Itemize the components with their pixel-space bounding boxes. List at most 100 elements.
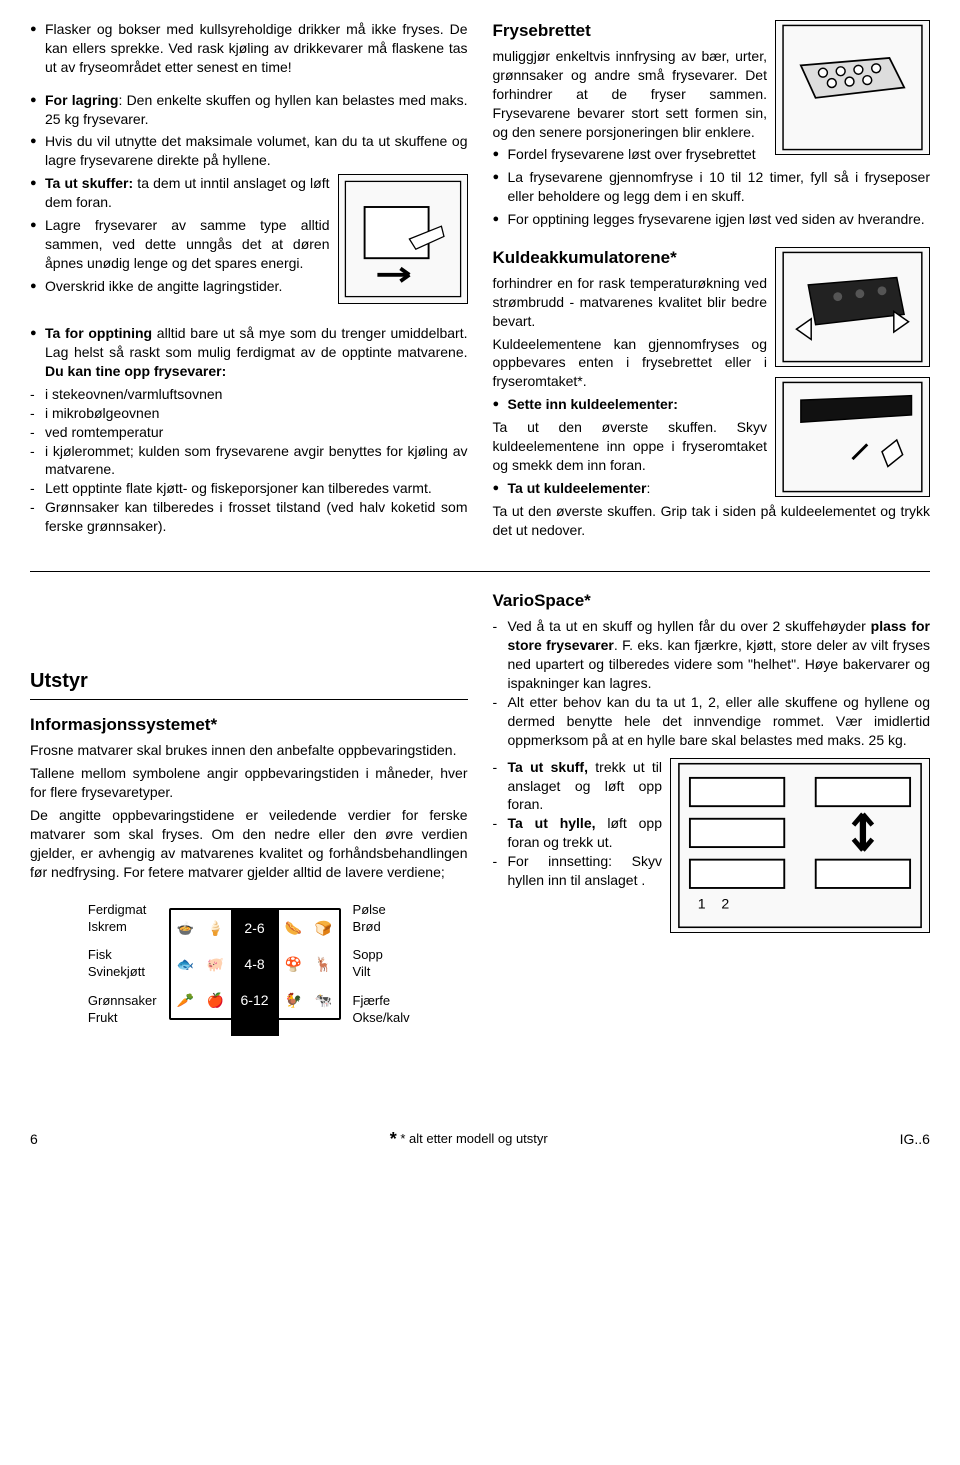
- label: Ta ut kuldeelementer: [508, 480, 647, 496]
- bullet-item: Overskrid ikke de angitte lagringstider.: [30, 277, 468, 296]
- frysebrettet-block: Frysebrettet muliggjør enkeltvis innfrys…: [493, 20, 931, 233]
- food-icon: 🌭: [285, 919, 302, 938]
- food-icon: 🍎: [207, 991, 224, 1010]
- dash-item: i mikrobølgeovnen: [30, 404, 468, 423]
- bullet-item: Ta for opptining alltid bare ut så mye s…: [30, 324, 468, 381]
- info-title: Informasjonssystemet*: [30, 714, 468, 737]
- icon-cell: 🌭🍞: [279, 910, 339, 946]
- freezetray-illustration: [775, 20, 930, 155]
- label: Sopp: [353, 947, 410, 964]
- kb2-text: Ta ut den øverste skuffen. Grip tak i si…: [493, 502, 931, 540]
- vario-dashes-2: Ta ut skuff, trekk ut til anslaget og lø…: [493, 758, 931, 890]
- lower-left-column: Utstyr Informasjonssystemet* Frosne matv…: [30, 590, 468, 1027]
- dash-item: i stekeovnen/varmluftsovnen: [30, 385, 468, 404]
- months-value: 4-8: [244, 955, 264, 974]
- info-system-graphic: FerdigmatIskrem FiskSvinekjøtt Grønnsake…: [30, 902, 468, 1027]
- tray-icon: [776, 21, 929, 154]
- label-pair: FjærfeOkse/kalv: [353, 993, 410, 1027]
- coldpack-icon: [776, 248, 929, 366]
- months-col: 2-6 4-8 6-12: [231, 910, 279, 1018]
- bullet-item: For lagring: Den enkelte skuffen og hyll…: [30, 91, 468, 129]
- info-p3: De angitte oppbevaringstidene er veilede…: [30, 806, 468, 882]
- label: Okse/kalv: [353, 1010, 410, 1027]
- svg-text:2: 2: [721, 895, 729, 911]
- info-p1: Frosne matvarer skal brukes innen den an…: [30, 741, 468, 760]
- left-bullets-4: Ta for opptining alltid bare ut så mye s…: [30, 324, 468, 381]
- icon-cell: 🥕🍎: [171, 982, 231, 1018]
- label: Grønnsaker: [88, 993, 157, 1010]
- food-icon: 🍄: [285, 955, 302, 974]
- food-icon: 🍦: [207, 919, 224, 938]
- lower-right-column: VarioSpace* Ved å ta ut en skuff og hyll…: [493, 590, 931, 1027]
- label-pair: PølseBrød: [353, 902, 410, 936]
- label: Sette inn kuldeelementer:: [508, 396, 678, 412]
- bullet-item: Hvis du vil utnytte det maksimale volume…: [30, 132, 468, 170]
- label: Svinekjøtt: [88, 964, 157, 981]
- label: Ta ut skuff,: [508, 759, 588, 775]
- footer: 6 * * alt etter modell og utstyr IG..6: [30, 1127, 930, 1151]
- label-pair: GrønnsakerFrukt: [88, 993, 157, 1027]
- info-center-table: 🍲🍦 🐟🐖 🥕🍎 2-6 4-8 6-12 🌭🍞 🍄🦌 🐓🐄: [169, 908, 341, 1020]
- bullet-item: Flasker og bokser med kullsyreholdige dr…: [30, 20, 468, 77]
- kulde-block: Kuldeakkumulatorene* forhindrer en for r…: [493, 247, 931, 544]
- left-dashes: i stekeovnen/varmluftsovnen i mikrobølge…: [30, 385, 468, 536]
- food-icon: 🍲: [177, 919, 194, 938]
- icons-col-right: 🌭🍞 🍄🦌 🐓🐄: [279, 910, 339, 1018]
- dash-item: Lett opptinte flate kjøtt- og fiskeporsj…: [30, 479, 468, 498]
- dash-item: Alt etter behov kan du ta ut 1, 2, eller…: [493, 693, 931, 750]
- label: Ta ut hylle,: [508, 815, 596, 831]
- food-icon: 🐄: [315, 991, 332, 1010]
- label-pair: FiskSvinekjøtt: [88, 947, 157, 981]
- upper-columns: Flasker og bokser med kullsyreholdige dr…: [30, 20, 930, 543]
- left-column: Flasker og bokser med kullsyreholdige dr…: [30, 20, 468, 543]
- kulde-bullets: Sette inn kuldeelementer:: [493, 395, 931, 414]
- dash-item: For innsetting: Skyv hyllen inn til ansl…: [493, 852, 931, 890]
- vario-dashes: Ved å ta ut en skuff og hyllen får du ov…: [493, 617, 931, 749]
- label: For lagring: [45, 92, 118, 108]
- divider: [30, 571, 930, 572]
- info-labels-left: FerdigmatIskrem FiskSvinekjøtt Grønnsake…: [88, 902, 157, 1027]
- page-number-left: 6: [30, 1130, 38, 1149]
- label: Ferdigmat: [88, 902, 157, 919]
- food-icon: 🥕: [177, 991, 194, 1010]
- info-labels-right: PølseBrød SoppVilt FjærfeOkse/kalv: [353, 902, 410, 1027]
- utstyr-title: Utstyr: [30, 668, 468, 700]
- left-bullets-1: Flasker og bokser med kullsyreholdige dr…: [30, 20, 468, 77]
- label: Frukt: [88, 1010, 157, 1027]
- left-bullets-2: For lagring: Den enkelte skuffen og hyll…: [30, 91, 468, 171]
- text: Ved å ta ut en skuff og hyllen får du ov…: [508, 618, 871, 634]
- label: Fisk: [88, 947, 157, 964]
- bullet-item: La frysevarene gjennomfryse i 10 til 12 …: [493, 168, 931, 206]
- icons-col-left: 🍲🍦 🐟🐖 🥕🍎: [171, 910, 231, 1018]
- months-value: 6-12: [241, 991, 269, 1010]
- footer-text: * alt etter modell og utstyr: [400, 1131, 547, 1146]
- months-value: 2-6: [244, 919, 264, 938]
- label: Du kan tine opp frysevarer:: [45, 363, 226, 379]
- icon-cell: 🍄🦌: [279, 946, 339, 982]
- coldpack-illustration-1: [775, 247, 930, 367]
- label-pair: SoppVilt: [353, 947, 410, 981]
- dash-item: i kjølerommet; kulden som frysevarene av…: [30, 442, 468, 480]
- food-icon: 🐓: [285, 991, 302, 1010]
- label: Ta ut skuffer:: [45, 175, 133, 191]
- label: Iskrem: [88, 919, 157, 936]
- bullet-item: For opptining legges frysevarene igjen l…: [493, 210, 931, 229]
- label: Ta for opptining: [45, 325, 152, 341]
- vario-title: VarioSpace*: [493, 590, 931, 613]
- label-pair: FerdigmatIskrem: [88, 902, 157, 936]
- left-bullets-3: Ta ut skuffer: ta dem ut inntil anslaget…: [30, 174, 468, 295]
- fryse-bullets: Fordel frysevarene løst over frysebrette…: [493, 145, 931, 229]
- label: Vilt: [353, 964, 410, 981]
- dash-item: ved romtemperatur: [30, 423, 468, 442]
- bullet-item: Fordel frysevarene løst over frysebrette…: [493, 145, 931, 164]
- icon-cell: 🍲🍦: [171, 910, 231, 946]
- vario-image-block: 1 2 Ta ut skuff, trekk ut til anslaget o…: [493, 758, 931, 939]
- page-code-right: IG..6: [900, 1130, 930, 1149]
- svg-text:1: 1: [698, 895, 706, 911]
- info-p2: Tallene mellom symbolene angir oppbevari…: [30, 764, 468, 802]
- bullet-item: Lagre frysevarer av samme type alltid sa…: [30, 216, 468, 273]
- food-icon: 🦌: [315, 955, 332, 974]
- food-icon: 🐟: [177, 955, 194, 974]
- icon-cell: 🐓🐄: [279, 982, 339, 1018]
- food-icon: 🐖: [207, 955, 224, 974]
